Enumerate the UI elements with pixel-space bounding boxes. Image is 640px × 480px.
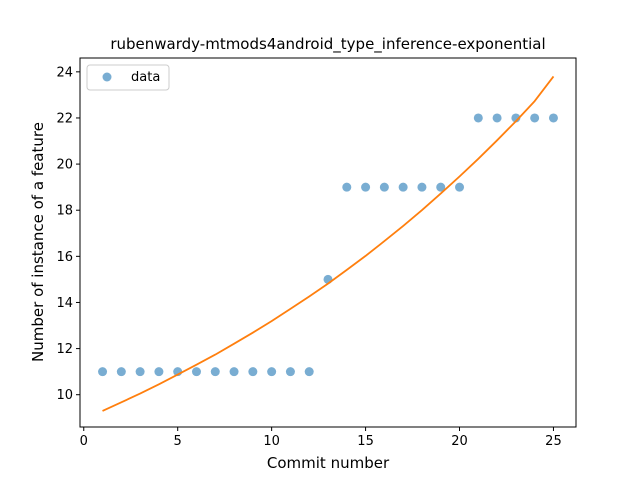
data-point [135, 367, 145, 377]
data-point [191, 367, 201, 377]
y-tick-label: 10 [56, 388, 73, 403]
y-axis: 10 12 14 16 18 20 22 24 [56, 65, 80, 403]
data-point [530, 113, 540, 123]
legend-box [86, 64, 170, 91]
x-tick-label: 10 [263, 434, 280, 449]
data-point [511, 113, 521, 123]
y-tick-label: 12 [56, 342, 73, 357]
data-point [98, 367, 108, 377]
data-point [229, 367, 239, 377]
y-axis-label: Number of instance of a feature [29, 122, 47, 362]
data-point [267, 367, 277, 377]
data-point [455, 182, 465, 192]
y-tick-label: 24 [56, 65, 73, 80]
y-tick-label: 20 [56, 158, 73, 173]
data-point [436, 182, 446, 192]
data-point [492, 113, 502, 123]
x-tick-label: 25 [545, 434, 562, 449]
legend-label-data: data [131, 70, 160, 85]
x-tick-label: 0 [80, 434, 88, 449]
legend: data [86, 64, 170, 91]
y-tick-label: 22 [56, 111, 73, 126]
data-point [417, 182, 427, 192]
legend-marker-data [102, 72, 112, 82]
axes-frame [79, 57, 577, 428]
x-tick-label: 15 [357, 434, 374, 449]
y-tick-label: 16 [56, 250, 73, 265]
data-point [398, 182, 408, 192]
fit-curve-line [102, 75, 555, 412]
data-point [154, 367, 164, 377]
plot-area [98, 75, 558, 412]
data-point [342, 182, 352, 192]
data-point [285, 367, 295, 377]
chart-title: rubenwardy-mtmods4android_type_inference… [110, 35, 545, 54]
data-point [379, 182, 389, 192]
x-axis: 0 5 10 15 20 25 [80, 427, 562, 449]
data-point [116, 367, 126, 377]
x-axis-label: Commit number [267, 454, 390, 472]
data-point [361, 182, 371, 192]
y-tick-label: 14 [56, 296, 73, 311]
data-point [548, 113, 558, 123]
x-tick-label: 20 [451, 434, 468, 449]
data-point [210, 367, 220, 377]
y-tick-label: 18 [56, 204, 73, 219]
data-point [473, 113, 483, 123]
x-tick-label: 5 [174, 434, 182, 449]
data-point [248, 367, 258, 377]
data-point [304, 367, 314, 377]
